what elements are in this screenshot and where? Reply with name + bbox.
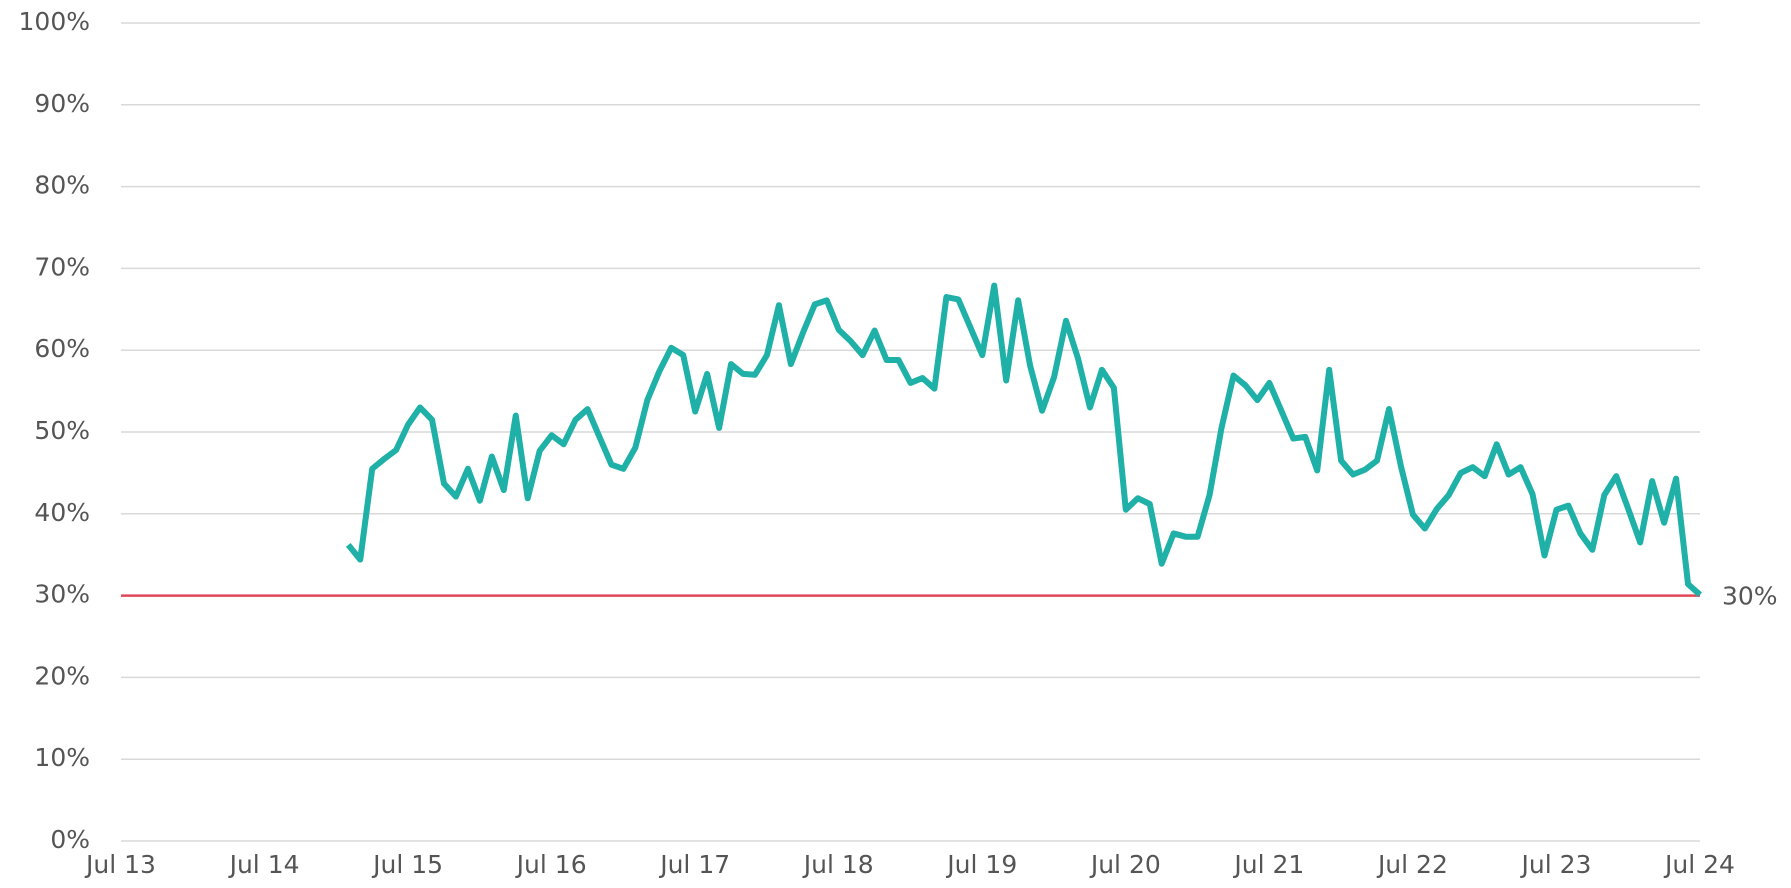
y-tick-label: 40%: [34, 498, 90, 527]
y-tick-label: 0%: [50, 825, 90, 854]
x-tick-label: Jul 13: [84, 850, 156, 879]
y-tick-label: 90%: [34, 89, 90, 118]
x-tick-label: Jul 19: [945, 850, 1017, 879]
y-tick-label: 20%: [34, 661, 90, 690]
y-tick-label: 60%: [34, 334, 90, 363]
y-tick-label: 50%: [34, 416, 90, 445]
data-line: [345, 282, 1702, 598]
y-tick-label: 70%: [34, 252, 90, 281]
y-tick-label: 30%: [34, 580, 90, 609]
y-tick-label: 10%: [34, 743, 90, 772]
x-tick-label: Jul 21: [1232, 850, 1304, 879]
x-tick-label: Jul 17: [658, 850, 730, 879]
x-tick-label: Jul 14: [228, 850, 300, 879]
x-tick-label: Jul 15: [371, 850, 443, 879]
x-tick-label: Jul 23: [1519, 850, 1591, 879]
y-tick-label: 100%: [19, 7, 90, 36]
x-tick-label: Jul 24: [1663, 850, 1735, 879]
x-tick-label: Jul 16: [515, 850, 587, 879]
y-tick-label: 80%: [34, 171, 90, 200]
reference-label: 30%: [1722, 582, 1778, 611]
x-tick-label: Jul 20: [1089, 850, 1161, 879]
x-tick-label: Jul 22: [1376, 850, 1448, 879]
x-tick-label: Jul 18: [802, 850, 874, 879]
